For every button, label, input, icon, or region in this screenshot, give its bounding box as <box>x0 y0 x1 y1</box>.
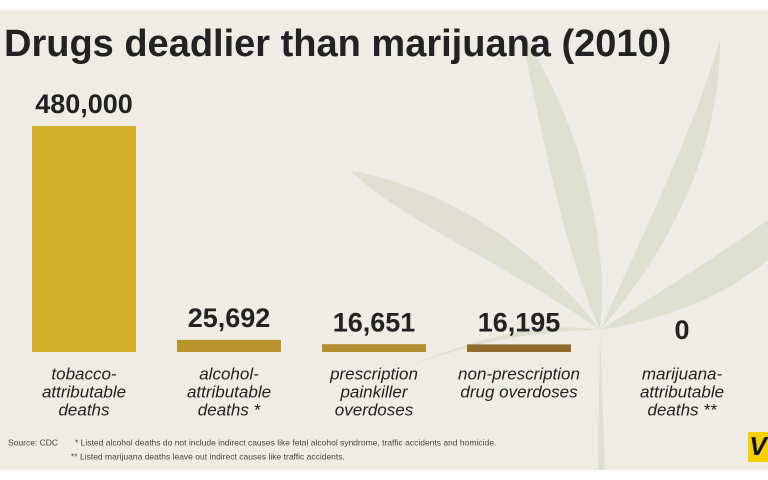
category-label: drug overdoses <box>460 382 578 401</box>
bar <box>322 344 426 352</box>
category-label: deaths <box>58 400 110 419</box>
category-label: marijuana- <box>642 364 723 383</box>
value-label: 25,692 <box>188 303 271 333</box>
bar <box>32 126 136 352</box>
category-label: prescription <box>329 364 418 383</box>
category-label: attributable <box>42 382 126 401</box>
value-label: 16,651 <box>333 307 416 337</box>
bar <box>467 344 571 352</box>
footnote: ** Listed marijuana deaths leave out ind… <box>71 451 345 461</box>
source: Source: CDC <box>8 437 58 447</box>
category-label: alcohol- <box>199 364 259 383</box>
category-label: attributable <box>187 382 271 401</box>
logo: V <box>749 431 768 461</box>
logo-box <box>748 432 768 462</box>
category-label: deaths ** <box>648 400 718 419</box>
category-label: non-prescription <box>458 364 580 383</box>
category-label: deaths * <box>198 400 262 419</box>
footnote: * Listed alcohol deaths do not include i… <box>75 437 496 447</box>
chart-title: Drugs deadlier than marijuana (2010) <box>4 23 671 65</box>
value-label: 480,000 <box>35 89 133 119</box>
category-label: overdoses <box>335 400 414 419</box>
bar <box>177 339 281 352</box>
category-label: painkiller <box>339 382 408 401</box>
value-label: 16,195 <box>478 307 561 337</box>
category-label: tobacco- <box>51 364 117 383</box>
value-label: 0 <box>674 315 689 345</box>
category-label: attributable <box>640 382 724 401</box>
leaf-decoration <box>350 30 768 470</box>
